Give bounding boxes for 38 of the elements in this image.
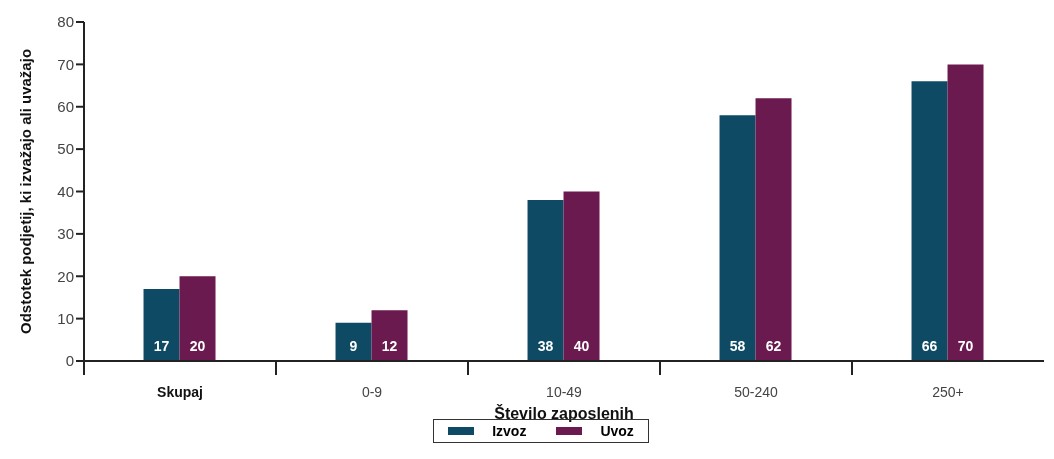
x-tick-label: 50-240	[734, 384, 779, 400]
bar	[371, 310, 408, 361]
data-label: 66	[921, 338, 938, 354]
bar	[911, 81, 948, 361]
legend-label: Izvoz	[491, 423, 527, 439]
data-label: 12	[381, 338, 398, 354]
data-label: 62	[765, 338, 782, 354]
data-label: 20	[189, 338, 206, 354]
bar	[755, 98, 792, 361]
bar	[527, 199, 564, 361]
data-label: 38	[537, 338, 554, 354]
y-tick-label: 40	[57, 182, 74, 200]
bar	[335, 322, 372, 361]
x-tick-label: 250+	[932, 384, 964, 400]
x-tick-label: 0-9	[361, 384, 383, 400]
y-tick-label: 80	[57, 13, 74, 31]
y-tick-label: 0	[65, 352, 74, 370]
bar	[563, 191, 600, 361]
data-label: 40	[573, 338, 590, 354]
y-tick-label: 70	[57, 55, 74, 73]
y-tick-label: 20	[57, 267, 74, 285]
y-axis-title: Odstotek podjetij, ki izvažajo ali uvažajo	[17, 48, 35, 335]
x-axis-title: Število zaposlenih	[494, 404, 634, 422]
data-label: 17	[153, 338, 170, 354]
y-tick-label: 10	[57, 309, 74, 327]
bar	[719, 115, 756, 361]
y-tick-label: 50	[57, 140, 74, 158]
y-tick-label: 30	[57, 225, 74, 243]
bar	[143, 288, 180, 361]
bar	[947, 64, 984, 361]
data-label: 58	[729, 338, 746, 354]
x-tick-label: Skupaj	[157, 384, 203, 400]
data-label: 9	[349, 338, 358, 354]
x-tick-label: 10-49	[546, 384, 583, 400]
data-label: 70	[957, 338, 974, 354]
bar	[179, 276, 216, 361]
y-tick-label: 60	[57, 98, 74, 116]
legend-label: Uvoz	[599, 423, 634, 439]
